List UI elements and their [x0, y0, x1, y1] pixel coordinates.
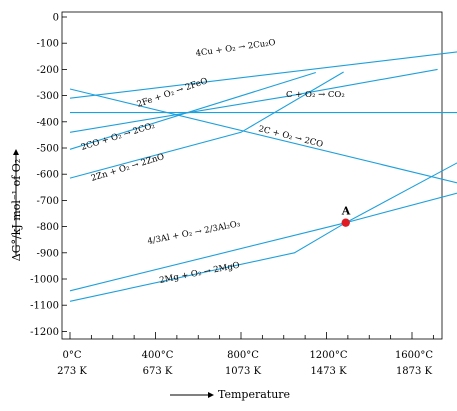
series-line-8: [69, 192, 457, 302]
y-tick-label: -700: [37, 196, 59, 207]
series-line-4: [69, 71, 316, 150]
x-tick-label-kelvin: 1473 K: [310, 366, 347, 377]
series-label-7: 4/3Al + O₂ → 2/3Al₂O₃: [147, 219, 241, 247]
series-line-2: [69, 68, 438, 133]
y-tick-label: -100: [37, 39, 59, 50]
y-tick-label: -600: [37, 170, 59, 181]
series-label-1: 4Cu + O₂ → 2Cu₂O: [195, 38, 276, 59]
x-tick-label-kelvin: 673 K: [143, 366, 173, 377]
y-tick-label: -800: [37, 222, 59, 233]
plot-area-frame: [61, 11, 443, 340]
y-tick-label: -400: [37, 117, 59, 128]
x-tick-label-celsius: 1200°C: [309, 350, 347, 361]
y-tick-label: -1100: [30, 301, 59, 312]
series-label-2: 2Fe + O₂ → 2FeO: [136, 76, 209, 110]
y-tick-label: -900: [37, 248, 59, 259]
series-line-6: [69, 88, 457, 184]
x-tick-label-celsius: 800°C: [227, 350, 259, 361]
x-tick-label-kelvin: 273 K: [57, 366, 87, 377]
x-tick-label-celsius: 0°C: [62, 350, 81, 361]
x-tick-label-kelvin: 1073 K: [225, 366, 262, 377]
series-line-1: [69, 51, 457, 99]
series-label-8: 2Mg + O₂ → 2MgO: [159, 261, 241, 286]
series-label-5: 2Zn + O₂ → 2ZnO: [90, 152, 166, 184]
point-a-marker: [341, 218, 350, 227]
y-tick-label: -200: [37, 65, 59, 76]
y-tick-label: -300: [37, 91, 59, 102]
axis-ticks: 0 -100 -200 -300 -400 -500 -600 -700 -800 -900 -10…: [30, 13, 434, 377]
annotation-points: A: [341, 205, 351, 227]
x-tick-label-celsius: 400°C: [142, 350, 174, 361]
x-tick-label-celsius: 1600°C: [395, 350, 433, 361]
y-tick-label: 0: [53, 13, 59, 24]
point-a-label: A: [341, 205, 351, 218]
series-line-5: [69, 71, 344, 179]
y-tick-label: -1200: [30, 327, 59, 338]
x-tick-label-kelvin: 1873 K: [396, 366, 433, 377]
series-lines: [69, 51, 457, 302]
series-line-7: [69, 162, 457, 292]
y-tick-label: -500: [37, 144, 59, 155]
series-label-4: 2CO + O₂ → 2CO₂: [80, 121, 156, 153]
y-tick-label: -1000: [30, 275, 59, 286]
x-axis-title: Temperature: [218, 388, 290, 401]
series-labels: 4Cu + O₂ → 2Cu₂O 2Fe + O₂ → 2FeO C + O₂ → …: [80, 38, 345, 286]
series-label-3: C + O₂ → CO₂: [286, 90, 345, 100]
